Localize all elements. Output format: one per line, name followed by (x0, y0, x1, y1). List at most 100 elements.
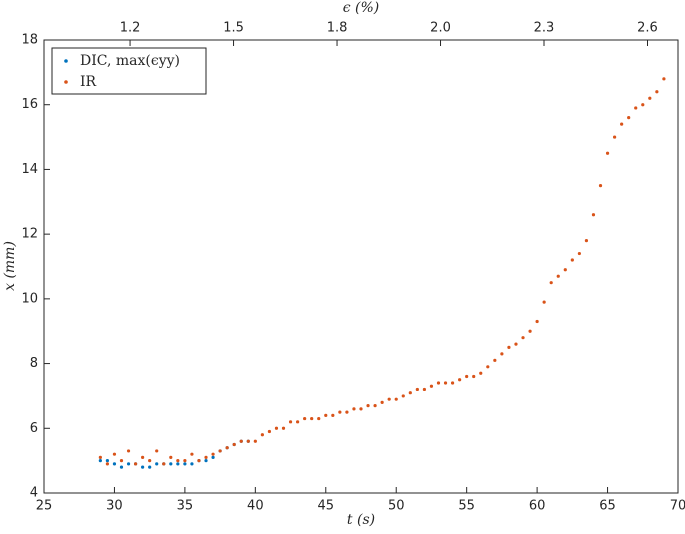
point (148, 465, 152, 469)
point (162, 462, 166, 466)
point (373, 404, 377, 408)
point (514, 342, 518, 346)
legend-marker (64, 59, 68, 63)
point (211, 452, 215, 456)
point (352, 407, 356, 411)
point (584, 239, 589, 243)
point (387, 397, 391, 401)
point (155, 449, 159, 453)
plot-frame (43, 39, 679, 494)
x2-tick-label: 2.3 (534, 21, 555, 36)
point (493, 358, 497, 362)
point (591, 213, 596, 217)
point (126, 462, 131, 466)
y-tick-label: 14 (21, 162, 38, 177)
x2-tick-label: 1.5 (223, 21, 244, 36)
point (458, 378, 462, 382)
point (528, 329, 532, 333)
point (479, 371, 483, 375)
legend-marker (64, 80, 68, 84)
point (246, 439, 250, 443)
point (570, 258, 574, 262)
point (98, 459, 102, 463)
point (288, 420, 293, 424)
x-tick-label: 45 (318, 499, 335, 514)
point (598, 184, 603, 188)
point (190, 452, 194, 456)
point (204, 459, 208, 463)
point (197, 459, 201, 463)
point (345, 410, 349, 414)
point (366, 404, 370, 408)
point (521, 336, 525, 340)
x-tick-label: 70 (670, 499, 685, 514)
point (112, 462, 117, 466)
point (401, 394, 405, 398)
point (267, 429, 272, 434)
point (613, 135, 617, 139)
point (133, 462, 138, 466)
point (655, 90, 659, 94)
y-tick-label: 8 (30, 356, 38, 371)
x-tick-label: 50 (388, 499, 405, 514)
point (422, 387, 426, 392)
point (429, 384, 434, 388)
y-axis-label: x (mm) (2, 241, 18, 291)
x-tick-label: 30 (106, 499, 123, 514)
point (112, 452, 117, 456)
point (105, 462, 109, 466)
point (148, 459, 152, 463)
point (183, 459, 187, 463)
point (204, 455, 208, 460)
legend-label: IR (80, 74, 97, 90)
y-tick-label: 6 (30, 421, 38, 436)
point (338, 410, 342, 414)
point (486, 365, 490, 369)
y-tick-label: 16 (21, 97, 38, 112)
point (232, 442, 236, 447)
point (253, 439, 257, 443)
point (119, 459, 124, 463)
point (563, 268, 567, 272)
point (239, 439, 243, 443)
point (605, 151, 610, 155)
point (641, 103, 645, 107)
point (281, 426, 286, 430)
legend-label: DIC, max(ϵyy) (80, 53, 180, 69)
point (415, 387, 419, 392)
point (450, 381, 455, 385)
point (119, 465, 124, 469)
x-tick-label: 55 (458, 499, 475, 514)
point (408, 391, 412, 395)
point (218, 449, 222, 453)
point (260, 433, 264, 437)
point (627, 116, 631, 120)
point (190, 462, 194, 466)
point (443, 381, 448, 385)
point (176, 459, 180, 463)
point (507, 345, 511, 349)
point (331, 413, 335, 417)
x-tick-label: 40 (247, 499, 264, 514)
point (211, 455, 215, 460)
x2-tick-label: 2.6 (637, 21, 658, 36)
x2-tick-label: 1.8 (327, 21, 348, 36)
x-tick-label: 65 (599, 499, 616, 514)
x2-axis-label: ϵ (%) (343, 0, 380, 16)
point (98, 455, 102, 460)
point (549, 281, 553, 285)
point (634, 106, 638, 110)
point (303, 416, 307, 421)
point (225, 446, 229, 450)
x2-tick-label: 1.2 (120, 21, 141, 36)
point (169, 455, 173, 460)
point (556, 274, 560, 278)
point (535, 319, 539, 324)
x-tick-label: 35 (177, 499, 194, 514)
point (324, 413, 328, 417)
point (155, 462, 159, 466)
point (310, 416, 314, 421)
point (296, 420, 300, 424)
point (176, 462, 180, 466)
legend-box (51, 47, 207, 95)
